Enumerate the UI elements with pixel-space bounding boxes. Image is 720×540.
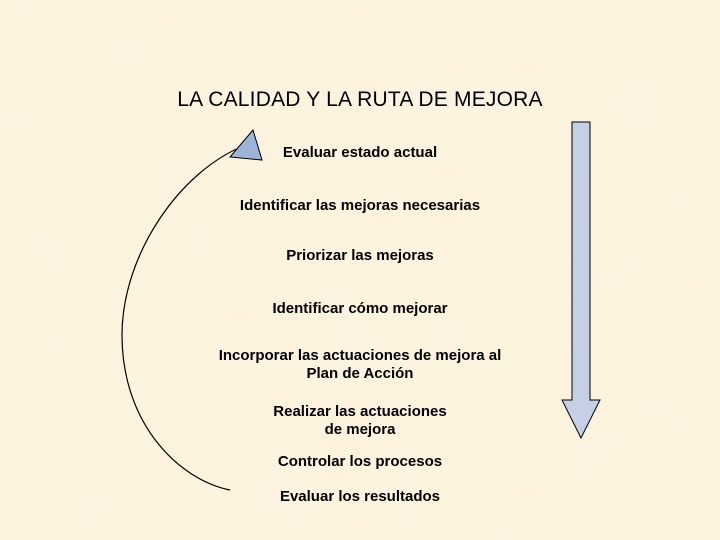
step-3: Priorizar las mejoras (0, 247, 720, 265)
steps-container: Evaluar estado actual Identificar las me… (0, 0, 720, 360)
step-5: Incorporar las actuaciones de mejora al … (0, 347, 720, 383)
step-6: Realizar las actuaciones de mejora (0, 403, 720, 439)
down-arrow (560, 120, 602, 440)
curved-return-arrow (110, 125, 280, 505)
step-4: Identificar cómo mejorar (0, 300, 720, 318)
step-1: Evaluar estado actual (0, 144, 720, 162)
step-7: Controlar los procesos (0, 453, 720, 471)
step-8: Evaluar los resultados (0, 488, 720, 506)
step-2: Identificar las mejoras necesarias (0, 197, 720, 215)
